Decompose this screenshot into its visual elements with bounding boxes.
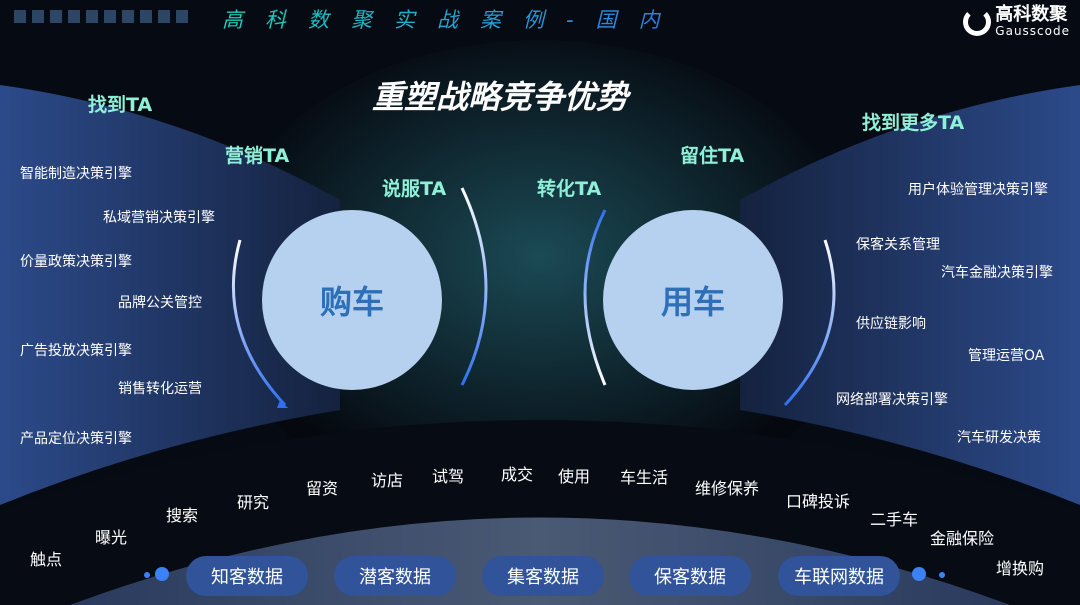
pill-iov-data: 车联网数据 xyxy=(778,556,900,596)
logo-text-cn: 高科数聚 xyxy=(995,4,1068,25)
dot-decoration xyxy=(155,567,169,581)
left-item: 价量政策决策引擎 xyxy=(20,254,132,270)
left-item: 销售转化运营 xyxy=(118,381,202,397)
dot-decoration xyxy=(144,572,150,578)
ta-persuade: 说服TA xyxy=(382,178,447,200)
ta-retain: 留住TA xyxy=(680,145,745,167)
journey-stage: 试驾 xyxy=(432,467,465,486)
journey-stage: 触点 xyxy=(30,550,63,569)
left-item: 产品定位决策引擎 xyxy=(20,431,132,447)
pill-jike-data: 集客数据 xyxy=(482,556,604,596)
journey-stage: 车生活 xyxy=(620,468,669,487)
circle-buy-car: 购车 xyxy=(262,210,442,390)
dot-decoration xyxy=(939,572,945,578)
ta-market: 营销TA xyxy=(225,145,290,167)
journey-stage: 二手车 xyxy=(870,510,919,529)
ta-find: 找到TA xyxy=(88,94,153,116)
pill-qianke-data: 潜客数据 xyxy=(334,556,456,596)
left-item: 广告投放决策引擎 xyxy=(20,343,132,359)
right-item: 管理运营OA xyxy=(968,348,1045,364)
journey-stage: 金融保险 xyxy=(930,529,995,548)
logo-text-en: Gausscode xyxy=(995,24,1070,38)
journey-stage: 曝光 xyxy=(95,528,128,547)
left-item: 智能制造决策引擎 xyxy=(20,166,132,182)
journey-stage: 研究 xyxy=(237,493,270,512)
logo-icon xyxy=(963,8,992,36)
main-title: 重塑战略竞争优势 xyxy=(372,78,629,116)
right-item: 用户体验管理决策引擎 xyxy=(908,182,1048,198)
dot-decoration xyxy=(912,567,926,581)
left-item: 私域营销决策引擎 xyxy=(103,210,215,226)
journey-stage: 使用 xyxy=(558,467,591,486)
journey-stage: 增换购 xyxy=(996,559,1045,578)
right-item: 供应链影响 xyxy=(856,316,926,332)
journey-stage: 访店 xyxy=(371,471,404,490)
header-title: 高科数聚实战案例-国内 xyxy=(222,4,682,34)
arrow-convert-up xyxy=(583,209,607,386)
right-item: 汽车金融决策引擎 xyxy=(941,265,1053,281)
logo: 高科数聚 Gausscode xyxy=(963,6,1070,38)
journey-stage: 留资 xyxy=(306,479,339,498)
header-decoration xyxy=(14,10,188,23)
pill-zhike-data: 知客数据 xyxy=(186,556,308,596)
arrow-persuade-up xyxy=(460,187,488,386)
pill-baoke-data: 保客数据 xyxy=(629,556,751,596)
circle-use-car: 用车 xyxy=(603,210,783,390)
right-item: 汽车研发决策 xyxy=(957,430,1041,446)
arrow-right-down xyxy=(783,239,836,407)
journey-stage: 维修保养 xyxy=(695,479,760,498)
right-item: 保客关系管理 xyxy=(856,237,940,253)
left-item: 品牌公关管控 xyxy=(118,295,202,311)
journey-stage: 搜索 xyxy=(166,506,199,525)
right-item: 网络部署决策引擎 xyxy=(836,392,948,408)
ta-find-more: 找到更多TA xyxy=(862,112,965,134)
journey-stage: 成交 xyxy=(501,465,534,484)
arrow-left-down xyxy=(231,239,287,407)
ta-convert: 转化TA xyxy=(537,178,602,200)
journey-stage: 口碑投诉 xyxy=(786,492,851,511)
